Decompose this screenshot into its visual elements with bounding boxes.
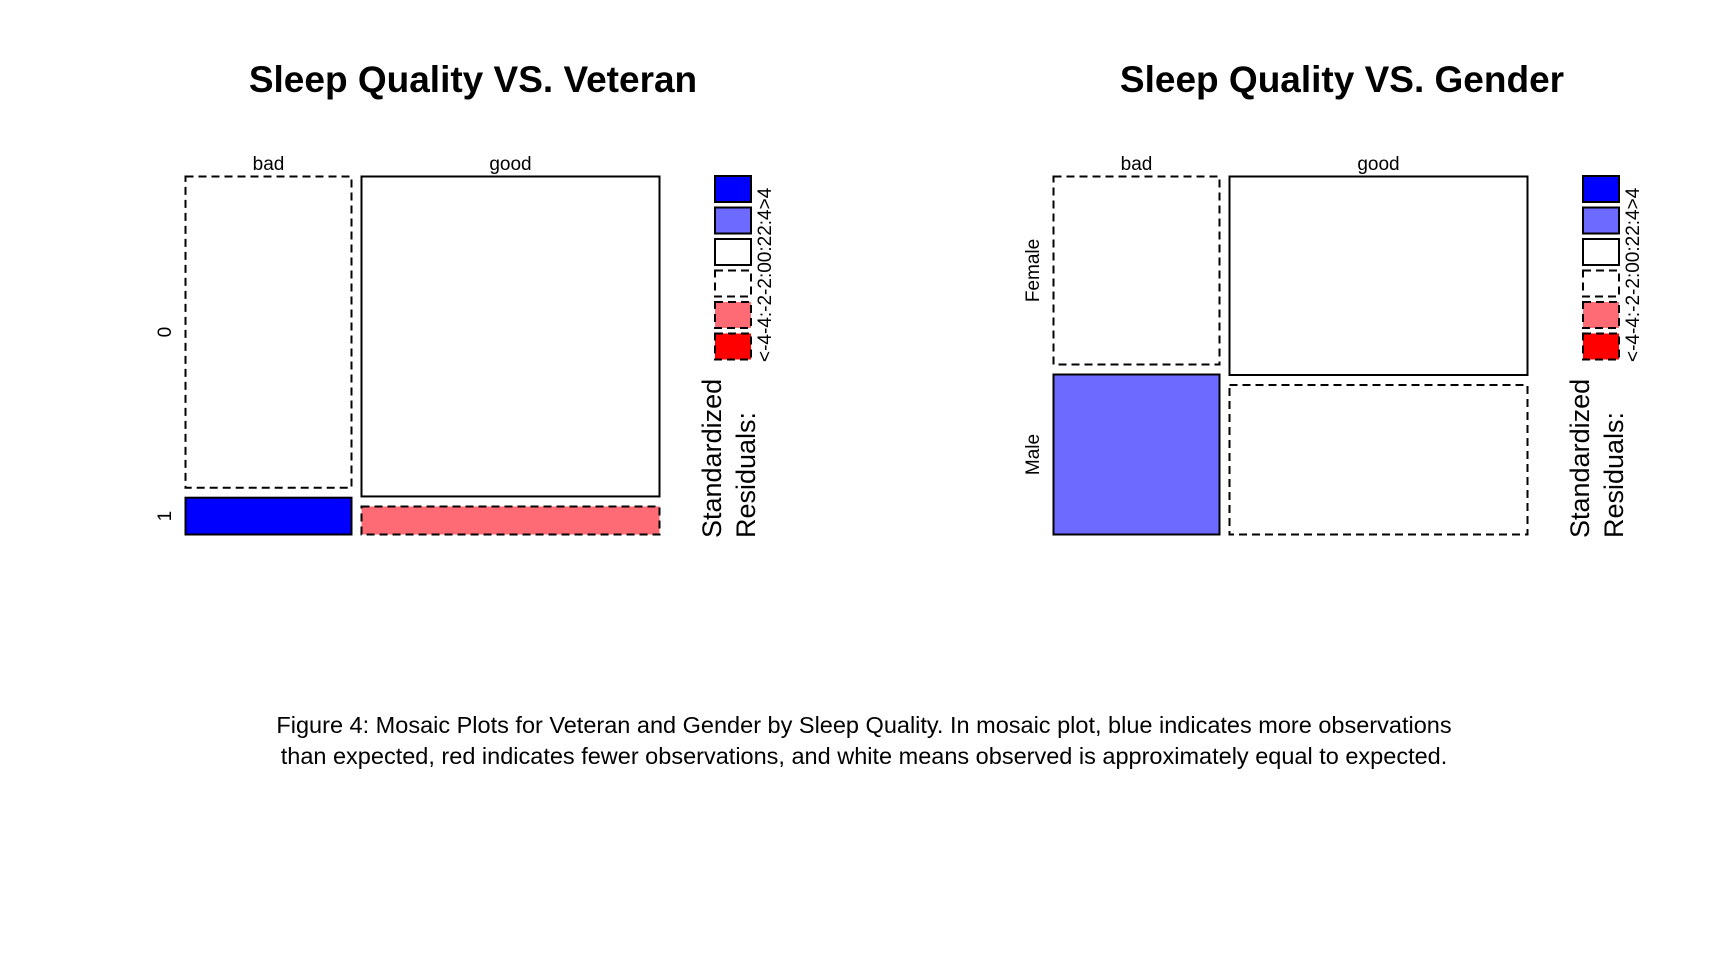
legend-title-line-2: Residuals: xyxy=(1599,412,1629,538)
mosaic-tile-good-1 xyxy=(360,505,661,536)
chart-title: Sleep Quality VS. Gender xyxy=(1120,59,1564,100)
mosaic-panel-gender: Sleep Quality VS. Gender bad Female Male goo… xyxy=(1023,59,1644,538)
mosaic-tile-bad-0 xyxy=(184,175,353,489)
mosaic-tile-bad-male xyxy=(1052,373,1221,536)
legend-title-line-1: Standardized xyxy=(1565,379,1595,538)
legend-swatch xyxy=(714,332,752,361)
legend-swatch xyxy=(1582,206,1620,235)
legend-swatch xyxy=(714,175,752,203)
legend-scale-label: <-4-4:-2-2:00:22:4>4 xyxy=(1623,187,1644,362)
y-category-label: 0 xyxy=(155,327,176,338)
mosaic-tile-bad-1 xyxy=(184,496,353,536)
legend-swatch xyxy=(714,206,752,235)
legend-swatch xyxy=(1582,269,1620,298)
legend-scale-label: <-4-4:-2-2:00:22:4>4 xyxy=(755,187,776,362)
y-category-label: Male xyxy=(1023,434,1044,475)
mosaic-tile-bad-female xyxy=(1052,175,1221,366)
mosaic-tile-good-female xyxy=(1228,175,1529,376)
x-category-label: bad xyxy=(1121,154,1153,175)
legend-swatch xyxy=(1582,238,1620,266)
chart-title: Sleep Quality VS. Veteran xyxy=(249,59,697,100)
mosaic-tile-good-0 xyxy=(360,175,661,498)
figure-caption: Figure 4: Mosaic Plots for Veteran and G… xyxy=(0,710,1728,772)
legend-swatch xyxy=(714,301,752,329)
x-category-label: good xyxy=(1357,154,1399,175)
caption-line-2: than expected, red indicates fewer obser… xyxy=(280,743,1448,769)
legend-swatch xyxy=(714,238,752,266)
legend-swatch xyxy=(1582,301,1620,329)
legend-swatch xyxy=(714,269,752,298)
x-category-label: good xyxy=(489,154,531,175)
caption-line-1: Figure 4: Mosaic Plots for Veteran and G… xyxy=(276,712,1452,738)
legend-title-line-2: Residuals: xyxy=(731,412,761,538)
mosaic-tile-good-male xyxy=(1228,384,1529,536)
y-category-label: 1 xyxy=(155,511,176,522)
legend-title-line-1: Standardized xyxy=(697,379,727,538)
legend-swatch xyxy=(1582,175,1620,203)
legend-swatch xyxy=(1582,332,1620,361)
y-category-label: Female xyxy=(1023,239,1044,302)
x-category-label: bad xyxy=(253,154,285,175)
mosaic-panel-veteran: Sleep Quality VS. Veteran bad 0 1 good <-4-4:… xyxy=(155,59,776,538)
